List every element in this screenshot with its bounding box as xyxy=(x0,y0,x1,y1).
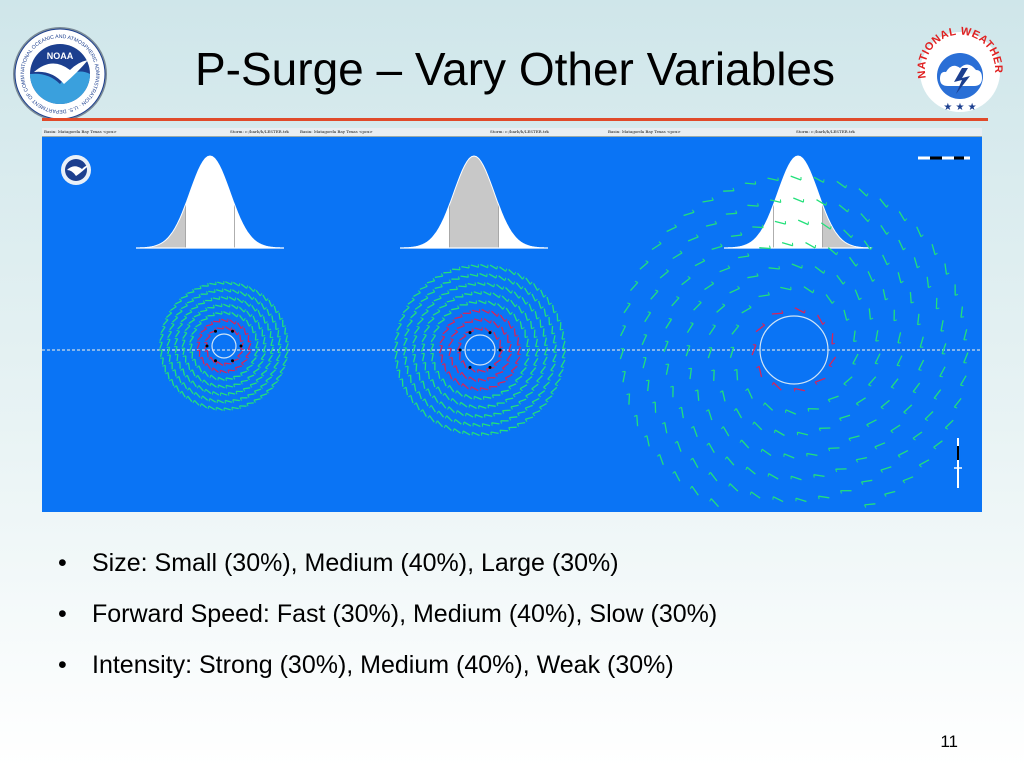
header-storm-label-2: Storm: c:/barb/h/LESTER.trk xyxy=(490,129,549,134)
vertical-scale xyxy=(954,438,962,488)
svg-text:★ ★ ★: ★ ★ ★ xyxy=(943,102,976,113)
bullet-intensity-text: Intensity: Strong (30%), Medium (40%), W… xyxy=(92,651,674,679)
storm-panels xyxy=(42,155,982,508)
probability-distribution xyxy=(400,155,548,249)
bullet-marker: • xyxy=(58,549,67,577)
probability-distribution xyxy=(724,155,872,249)
figure-noaa-emblem xyxy=(61,155,91,185)
storm-panel xyxy=(619,155,969,508)
bullet-intensity: • Intensity: Strong (30%), Medium (40%), … xyxy=(58,640,717,691)
wind-field xyxy=(159,281,289,411)
noaa-logo: NOAA NATIONAL OCEANIC AND ATMOSPHERIC AD… xyxy=(12,26,107,121)
header-basin-label-3: Basin: Matagorda Bay Texas <pcx> xyxy=(608,129,681,134)
page-number: 11 xyxy=(940,732,958,751)
bullet-forward-speed-text: Forward Speed: Fast (30%), Medium (40%),… xyxy=(92,600,718,628)
slide-title: P-Surge – Vary Other Variables xyxy=(194,43,836,95)
bullet-marker: • xyxy=(58,651,67,679)
noaa-logo-text: NOAA xyxy=(47,51,74,61)
bullet-list: • Size: Small (30%), Medium (40%), Large … xyxy=(58,538,717,691)
storm-panel xyxy=(136,155,289,411)
bullet-marker: • xyxy=(58,600,67,628)
header-storm-label-1: Storm: c:/barb/h/LESTER.trk xyxy=(230,129,289,134)
title-divider xyxy=(42,118,988,121)
header-storm-label-3: Storm: c:/barb/h/LESTER.trk xyxy=(796,129,855,134)
bullet-size: • Size: Small (30%), Medium (40%), Large … xyxy=(58,538,717,589)
figure-header: Basin: Matagorda Bay Texas <pcx> Storm: … xyxy=(42,128,982,137)
probability-distribution xyxy=(136,155,284,249)
radius-circle xyxy=(464,334,496,366)
header-basin-label-2: Basin: Matagorda Bay Texas <pcx> xyxy=(300,129,373,134)
radius-circle xyxy=(759,315,829,385)
psurge-figure: Basin: Matagorda Bay Texas <pcx> Storm: … xyxy=(42,128,982,512)
bullet-forward-speed: • Forward Speed: Fast (30%), Medium (40%)… xyxy=(58,589,717,640)
header-basin-label-1: Basin: Matagorda Bay Texas <pcx> xyxy=(44,129,117,134)
wind-field xyxy=(619,175,969,508)
bullet-size-text: Size: Small (30%), Medium (40%), Large (… xyxy=(92,549,619,577)
radius-circle xyxy=(211,333,237,359)
wind-field xyxy=(393,263,567,437)
nws-logo: NATIONAL WEATHER SERVICE ★ ★ ★ xyxy=(910,22,1004,113)
storm-panel xyxy=(393,155,567,437)
